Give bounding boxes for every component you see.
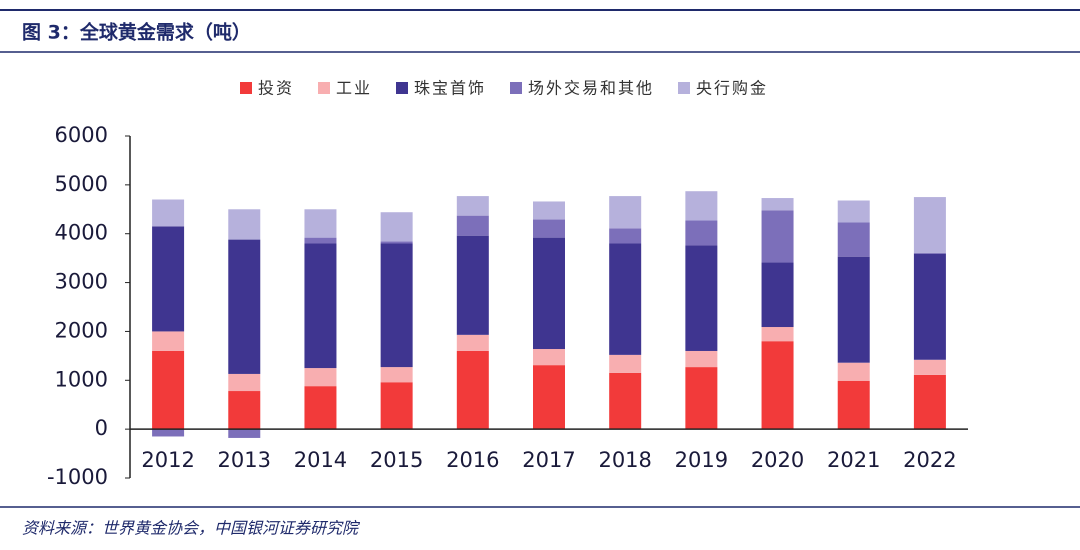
bar-segment [837, 200, 870, 223]
bar-segment [685, 220, 718, 246]
bar-segment [304, 237, 337, 244]
bar-segment [380, 243, 413, 368]
x-tick-label: 2022 [903, 448, 956, 472]
x-tick-label: 2015 [370, 448, 423, 472]
bar-segment [152, 350, 185, 430]
bar-segment [609, 228, 642, 244]
bar-segment [837, 380, 870, 430]
legend-label: 央行购金 [696, 79, 768, 98]
bar-segment [456, 334, 489, 351]
bar-segment [228, 239, 261, 374]
bar-segment [456, 215, 489, 236]
bar-segment [609, 196, 642, 229]
bar-segment [152, 429, 185, 437]
x-tick-label: 2014 [294, 448, 347, 472]
x-tick-label: 2012 [141, 448, 194, 472]
legend-swatch [678, 82, 690, 94]
bar-segment [533, 201, 565, 220]
x-tick-label: 2017 [522, 448, 575, 472]
bar-segment [685, 350, 718, 368]
bar-segment [761, 262, 794, 328]
bar-segment [456, 350, 489, 430]
x-tick-label: 2018 [598, 448, 651, 472]
bar-segment [228, 429, 261, 438]
bar-segment [761, 210, 794, 263]
bar-segment [837, 362, 870, 381]
x-tick-label: 2020 [751, 448, 804, 472]
bar-segment [380, 367, 413, 383]
bar-segment [609, 354, 642, 373]
bar-segment [837, 222, 870, 257]
bar-segment [609, 372, 642, 430]
bar-segment [304, 386, 337, 430]
y-tick-label: -1000 [47, 465, 108, 489]
bar-segment [152, 199, 185, 227]
y-tick-label: 6000 [55, 123, 108, 147]
bar-segment [304, 243, 337, 369]
bar-segment [380, 241, 413, 244]
x-tick-label: 2013 [218, 448, 271, 472]
bar-segment [837, 256, 870, 363]
bar-segment [685, 367, 718, 430]
legend-swatch [318, 82, 330, 94]
x-tick-label: 2016 [446, 448, 499, 472]
chart-title: 图 3：全球黄金需求（吨） [22, 21, 251, 44]
legend-label: 工业 [336, 79, 372, 98]
y-tick-label: 1000 [55, 367, 108, 391]
bar-segment [152, 331, 185, 351]
bar-segment [380, 212, 413, 242]
bar-segment [228, 373, 261, 392]
bar-segment [533, 349, 565, 366]
x-tick-label: 2021 [827, 448, 880, 472]
bar-segment [685, 245, 718, 351]
bar-segment [761, 327, 794, 342]
bar-segment [380, 382, 413, 430]
bar-segment [913, 197, 946, 253]
bar-segment [533, 365, 565, 430]
bar-segment [456, 235, 489, 335]
bar-segment [304, 368, 337, 387]
bar-segment [609, 243, 642, 355]
bar-segment [533, 219, 565, 238]
x-tick-label: 2019 [675, 448, 728, 472]
bar-segment [152, 226, 185, 332]
legend-label: 珠宝首饰 [414, 79, 486, 98]
bar-segment [456, 196, 489, 216]
bar-segment [913, 253, 946, 360]
source-note: 资料来源：世界黄金协会，中国银河证券研究院 [22, 519, 361, 538]
legend-label: 场外交易和其他 [528, 79, 654, 98]
bar-segment [228, 209, 261, 240]
bar-segment [913, 374, 946, 430]
y-tick-label: 5000 [55, 172, 108, 196]
bar-segment [913, 252, 946, 254]
bar-segment [228, 391, 261, 430]
bar-segment [533, 237, 565, 350]
legend-label: 投资 [258, 79, 294, 98]
bar-segment [304, 209, 337, 238]
y-tick-label: 2000 [55, 318, 108, 342]
legend-swatch [396, 82, 408, 94]
bar-segment [761, 198, 794, 211]
legend-swatch [240, 82, 252, 94]
legend-swatch [510, 82, 522, 94]
bar-segment [761, 341, 794, 430]
y-tick-label: 4000 [55, 221, 108, 245]
y-tick-label: 0 [95, 416, 108, 440]
bar-segment [685, 191, 718, 221]
y-tick-label: 3000 [55, 270, 108, 294]
bar-segment [913, 359, 946, 375]
